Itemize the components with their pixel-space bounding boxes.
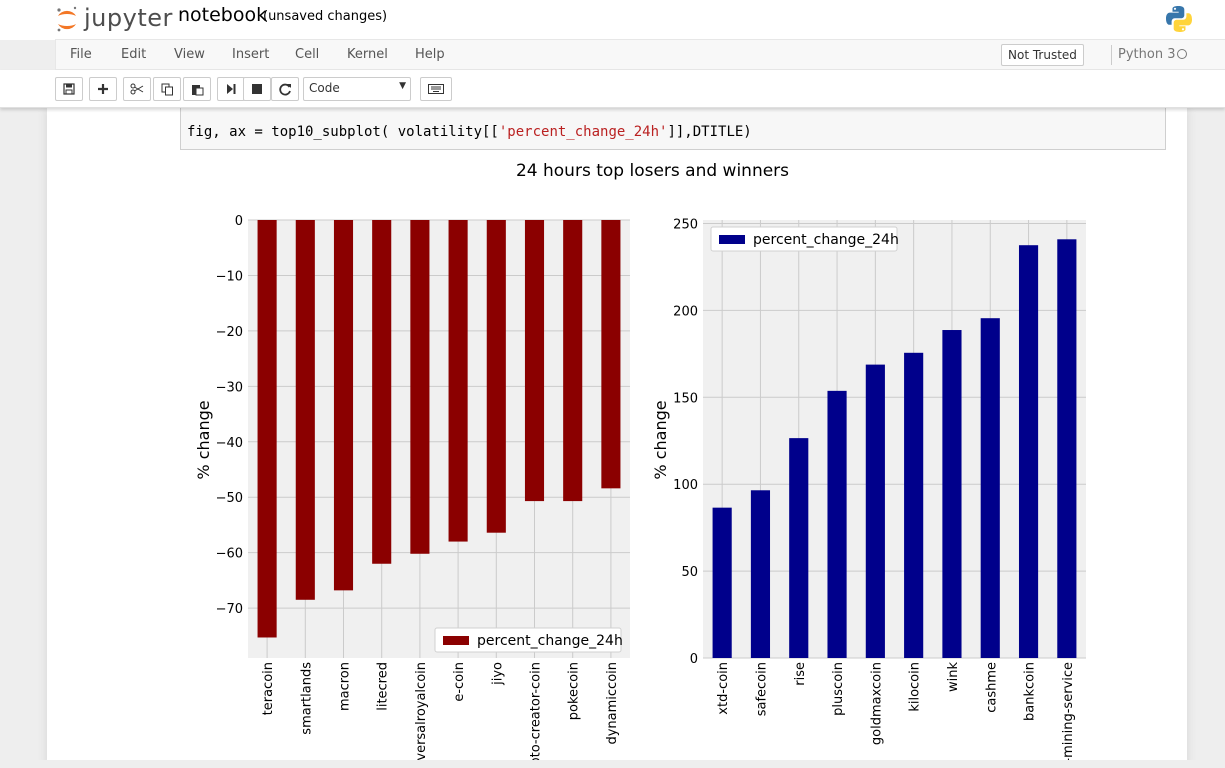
step-run-icon (227, 84, 236, 94)
copy-button[interactable] (153, 77, 181, 101)
menu-file[interactable]: File (70, 47, 92, 62)
code-line[interactable]: fig, ax = top10_subplot( volatility[['pe… (187, 124, 752, 140)
copy-icon (161, 83, 173, 95)
cut-button[interactable] (123, 77, 151, 101)
code-prefix: fig, ax = top10_subplot( volatility[[ (187, 124, 499, 140)
toolbar: Code ▼ (0, 70, 1225, 108)
keyboard-icon (428, 84, 444, 94)
restart-icon (278, 83, 291, 95)
paste-icon (191, 84, 203, 95)
paste-button[interactable] (183, 77, 211, 101)
insert-cell-button[interactable] (89, 77, 117, 101)
menubar: File Edit View Insert Cell Kernel Help N… (55, 39, 1225, 70)
interrupt-button[interactable] (243, 77, 271, 101)
cell-type-value: Code (309, 81, 340, 95)
header: jupyter notebook (unsaved changes) (0, 0, 1225, 40)
figure-title: 24 hours top losers and winners (515, 161, 790, 181)
code-string: 'percent_change_24h' (498, 124, 668, 140)
jupyter-logo-icon[interactable] (54, 4, 164, 34)
notebook-container (47, 107, 1187, 768)
menu-view[interactable]: View (174, 47, 205, 62)
restart-button[interactable] (271, 77, 299, 101)
save-button[interactable] (55, 77, 83, 101)
save-icon (63, 83, 75, 95)
not-trusted-button[interactable]: Not Trusted (1001, 44, 1084, 66)
page-bottom-edge (0, 760, 1225, 768)
menu-edit[interactable]: Edit (121, 47, 147, 62)
kernel-name[interactable]: Python 3 (1118, 47, 1176, 62)
cell-type-select[interactable]: Code ▼ (303, 77, 411, 101)
code-cell-input[interactable] (180, 100, 1166, 150)
save-status: (unsaved changes) (263, 9, 388, 24)
plus-icon (98, 84, 108, 94)
run-button[interactable] (217, 77, 245, 101)
logo-text: jupyter (84, 4, 173, 32)
menu-help[interactable]: Help (415, 47, 445, 62)
code-suffix: ]],DTITLE) (667, 124, 752, 140)
chevron-down-icon: ▼ (399, 81, 406, 91)
menu-kernel[interactable]: Kernel (347, 47, 388, 62)
menu-insert[interactable]: Insert (232, 47, 270, 62)
python-logo-icon (1166, 6, 1192, 32)
cut-icon (130, 83, 144, 95)
stop-icon (252, 84, 262, 94)
kernel-divider (1111, 45, 1112, 65)
notebook-name[interactable]: notebook (178, 4, 268, 26)
command-palette-button[interactable] (420, 77, 452, 101)
menu-cell[interactable]: Cell (295, 47, 320, 62)
kernel-idle-icon (1177, 49, 1187, 59)
